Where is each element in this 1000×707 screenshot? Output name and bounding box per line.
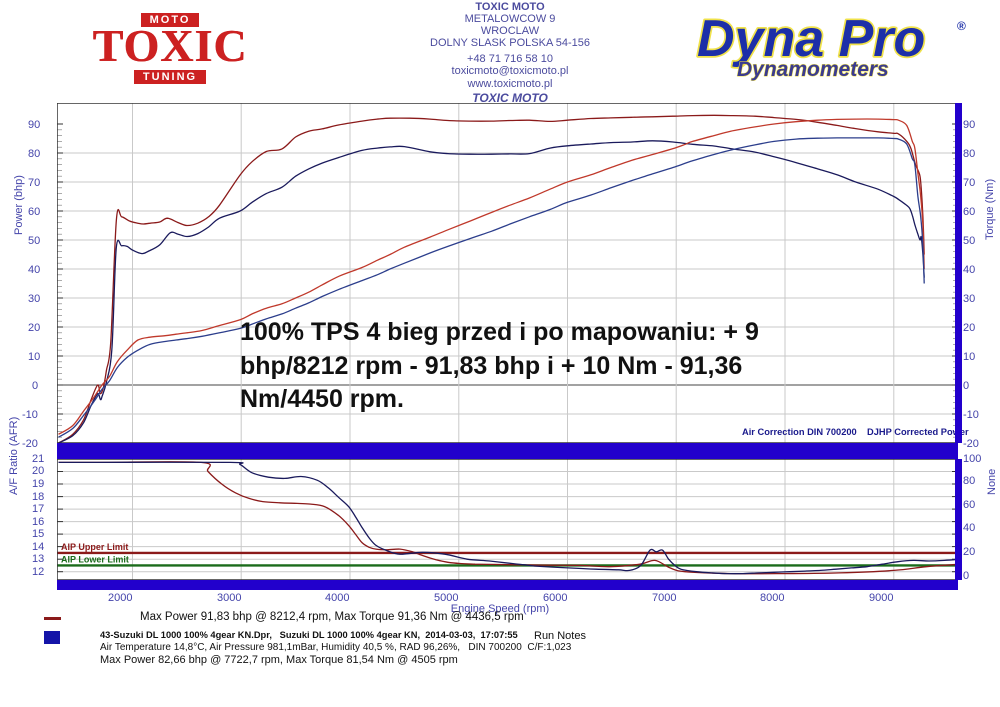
- svg-text:AIP Lower Limit: AIP Lower Limit: [61, 554, 129, 564]
- svg-text:AIP Upper Limit: AIP Upper Limit: [61, 542, 128, 552]
